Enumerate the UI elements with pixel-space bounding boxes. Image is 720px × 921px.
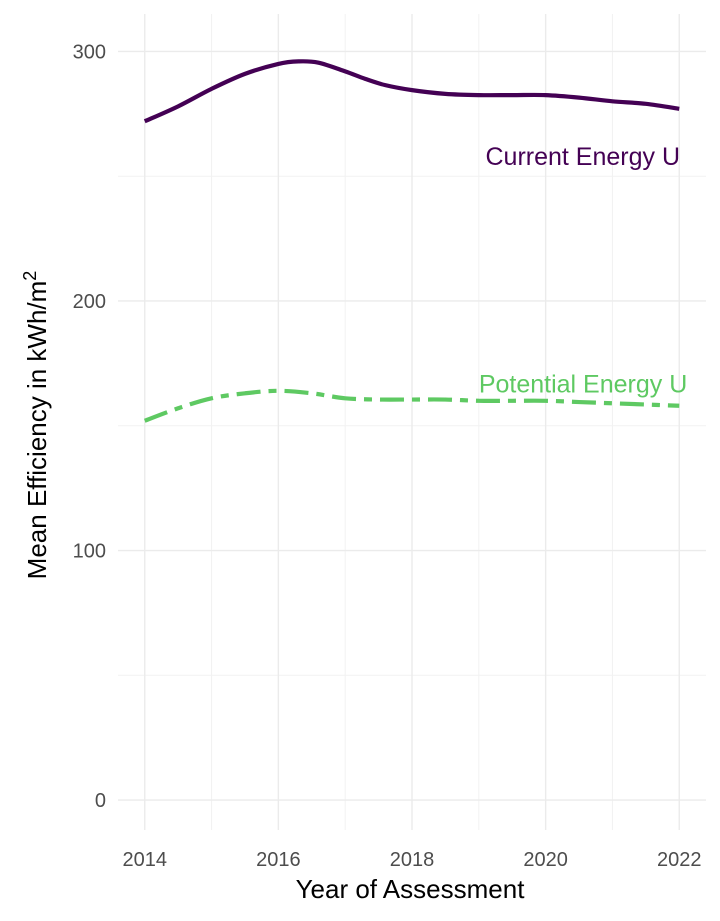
x-axis-title: Year of Assessment bbox=[296, 874, 526, 904]
x-tick-label: 2020 bbox=[523, 849, 568, 871]
x-tick-label: 2014 bbox=[122, 849, 167, 871]
tick-labels: 2014 2016 2018 2020 2022 0 100 200 300 bbox=[73, 41, 702, 871]
y-axis-title-superscript: 2 bbox=[20, 271, 40, 281]
potential-energy-use-label: Potential Energy U bbox=[479, 370, 687, 398]
current-energy-use-label: Current Energy U bbox=[486, 143, 681, 171]
y-tick-label: 300 bbox=[73, 41, 106, 63]
x-tick-label: 2022 bbox=[657, 849, 702, 871]
y-axis-title: Mean Efficiency in kWh/m2 bbox=[20, 271, 52, 580]
y-tick-label: 100 bbox=[73, 541, 106, 563]
y-axis-title-text: Mean Efficiency in kWh/m bbox=[22, 281, 52, 580]
potential-energy-use-line bbox=[143, 388, 680, 423]
y-tick-label: 200 bbox=[73, 291, 106, 313]
x-tick-label: 2016 bbox=[256, 849, 301, 871]
grid bbox=[118, 14, 706, 830]
current-energy-use-line bbox=[143, 59, 680, 124]
series-layer: Current Energy U Potential Energy U bbox=[143, 59, 687, 423]
x-tick-label: 2018 bbox=[390, 849, 435, 871]
y-tick-label: 0 bbox=[95, 790, 106, 812]
